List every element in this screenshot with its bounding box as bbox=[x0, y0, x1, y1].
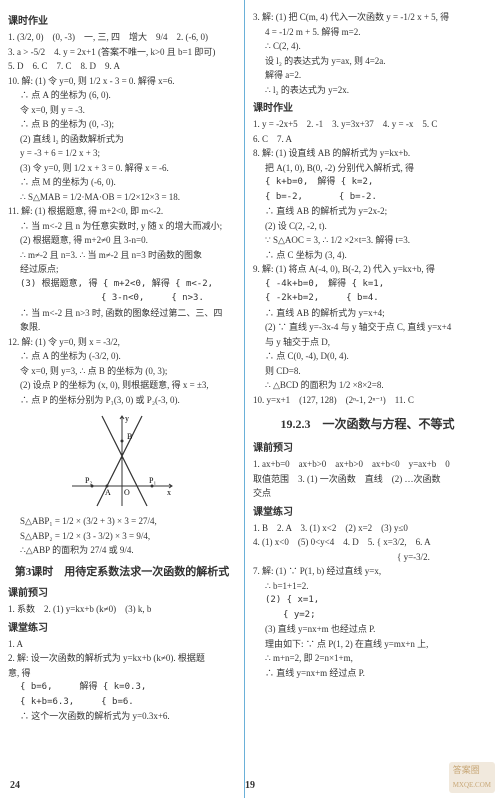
hw-title-left: 课时作业 bbox=[8, 14, 236, 29]
text-line: ∴ m+n=2, 即 2=n×1+m, bbox=[253, 652, 482, 666]
text-line: ∴ b=1+1=2. bbox=[253, 580, 482, 594]
text-line: { b=6, 解得 { k=0.3, bbox=[8, 681, 236, 695]
text-line: ∴ 点 P 的坐标分别为 P₁(3, 0) 或 P₂(-3, 0). bbox=[8, 394, 236, 408]
watermark-text1: 答案圈 bbox=[453, 765, 480, 775]
text-line: (3) 令 y=0, 则 1/2 x + 3 = 0. 解得 x = -6. bbox=[8, 162, 236, 176]
text-line: 1. ax+b=0 ax+b>0 ax+b>0 ax+b<0 y=ax+b 0 bbox=[253, 458, 482, 472]
text-line: 8. 解: (1) 设直线 AB 的解析式为 y=kx+b. bbox=[253, 147, 482, 161]
text-line: { y=-3/2. bbox=[253, 551, 482, 565]
text-line: ∴ 点 C(0, -4), D(0, 4). bbox=[253, 350, 482, 364]
text-line: 象限. bbox=[8, 321, 236, 335]
text-line: { 3-n<0, { n>3. bbox=[8, 292, 236, 306]
text-line: 3. 解: (1) 把 C(m, 4) 代入一次函数 y = -1/2 x + … bbox=[253, 11, 482, 25]
page-number-center: 19 bbox=[245, 778, 255, 793]
text-line: ∴ 直线 AB 的解析式为 y=2x-2; bbox=[253, 205, 482, 219]
svg-text:y: y bbox=[125, 414, 129, 423]
svg-text:x: x bbox=[167, 488, 171, 497]
text-line: { k+b=0, 解得 { k=2, bbox=[253, 176, 482, 190]
text-line: 7. 解: (1) ∵ P(1, b) 经过直线 y=x, bbox=[253, 565, 482, 579]
watermark: 答案圈 MXQE.COM bbox=[449, 762, 495, 793]
text-line: ∴ 点 B 的坐标为 (0, -3); bbox=[8, 118, 236, 132]
lesson3-title: 第3课时 用待定系数法求一次函数的解析式 bbox=[8, 564, 236, 581]
pre-title-right: 课前预习 bbox=[253, 441, 482, 456]
text-line: 解得 a=2. bbox=[253, 69, 482, 83]
text-line: 4 = -1/2 m + 5. 解得 m=2. bbox=[253, 26, 482, 40]
section-19-2-3-title: 19.2.3 一次函数与方程、不等式 bbox=[253, 415, 482, 433]
svg-text:B: B bbox=[127, 432, 132, 441]
text-line: ∴ 直线 AB 的解析式为 y=x+4; bbox=[253, 307, 482, 321]
text-line: { -2k+b=2, { b=4. bbox=[253, 292, 482, 306]
coordinate-graph: y B P₂ A O P₁ x bbox=[67, 411, 177, 511]
text-line: 10. y=x+1 (127, 128) (2ⁿ-1, 2ⁿ⁻¹) 11. C bbox=[253, 394, 482, 408]
text-line: ∴ 点 M 的坐标为 (-6, 0). bbox=[8, 176, 236, 190]
text-line: ∴ m≠-2 且 n=3. ∴ 当 m≠-2 且 n=3 时函数的图象 bbox=[8, 249, 236, 263]
cls-title-right: 课堂练习 bbox=[253, 505, 482, 520]
text-line: ∴ 当 m<-2 且 n 为任意实数时, y 随 x 的增大而减小; bbox=[8, 220, 236, 234]
text-line: 1. 系数 2. (1) y=kx+b (k≠0) (3) k, b bbox=[8, 603, 236, 617]
text-line: ∴ 点 A 的坐标为 (6, 0). bbox=[8, 89, 236, 103]
page-number-left: 24 bbox=[10, 778, 20, 793]
text-line: 11. 解: (1) 根据题意, 得 m+2<0, 即 m<-2. bbox=[8, 205, 236, 219]
cls-title-left: 课堂练习 bbox=[8, 621, 236, 636]
text-line: 9. 解: (1) 将点 A(-4, 0), B(-2, 2) 代入 y=kx+… bbox=[253, 263, 482, 277]
text-line: ∴ 点 C 坐标为 (3, 4). bbox=[253, 249, 482, 263]
text-line: 设 l₂ 的表达式为 y=ax, 则 4=2a. bbox=[253, 55, 482, 69]
text-line: (2) 直线 l₂ 的函数解析式为 bbox=[8, 133, 236, 147]
text-line: ∴△ABP 的面积为 27/4 或 9/4. bbox=[8, 544, 236, 558]
svg-text:A: A bbox=[105, 488, 111, 497]
text-line: { b=-2, { b=-2. bbox=[253, 191, 482, 205]
text-line: S△ABP₁ = 1/2 × (3/2 + 3) × 3 = 27/4, bbox=[8, 515, 236, 529]
svg-text:P₂: P₂ bbox=[85, 476, 92, 485]
text-line: ∴ 直线 y=nx+m 经过点 P. bbox=[253, 667, 482, 681]
text-line: ∴ C(2, 4). bbox=[253, 40, 482, 54]
text-line: 6. C 7. A bbox=[253, 133, 482, 147]
svg-text:O: O bbox=[124, 488, 130, 497]
text-line: (2) 设点 P 的坐标为 (x, 0), 则根据题意, 得 x = ±3, bbox=[8, 379, 236, 393]
text-line: 则 CD=8. bbox=[253, 365, 482, 379]
watermark-text2: MXQE.COM bbox=[453, 781, 491, 789]
text-line: ∴ 点 A 的坐标为 (-3/2, 0). bbox=[8, 350, 236, 364]
text-line: y = -3 + 6 = 1/2 x + 3; bbox=[8, 147, 236, 161]
text-line: (2) { x=1, bbox=[253, 594, 482, 608]
text-line: 取值范围 3. (1) 一次函数 直线 (2) …次函数 bbox=[253, 473, 482, 487]
text-line: 1. A bbox=[8, 638, 236, 652]
text-line: 令 x=0, 则 y=3, ∴ 点 B 的坐标为 (0, 3); bbox=[8, 365, 236, 379]
text-line: 12. 解: (1) 令 y=0, 则 x = -3/2, bbox=[8, 336, 236, 350]
text-line: (3) 直线 y=nx+m 也经过点 P. bbox=[253, 623, 482, 637]
text-line: ∴ l₂ 的表达式为 y=2x. bbox=[253, 84, 482, 98]
text-line: 10. 解: (1) 令 y=0, 则 1/2 x - 3 = 0. 解得 x=… bbox=[8, 75, 236, 89]
text-line: ∴ △BCD 的面积为 1/2 ×8×2=8. bbox=[253, 379, 482, 393]
text-line: ∵ S△AOC = 3, ∴ 1/2 ×2×t=3. 解得 t=3. bbox=[253, 234, 482, 248]
text-line: (3) 根据题意, 得 { m+2<0, 解得 { m<-2, bbox=[8, 278, 236, 292]
text-line: ∴ 这个一次函数的解析式为 y=0.3x+6. bbox=[8, 710, 236, 724]
text-line: 把 A(1, 0), B(0, -2) 分别代入解析式, 得 bbox=[253, 162, 482, 176]
text-line: 2. 解: 设一次函数的解析式为 y=kx+b (k≠0). 根据题 bbox=[8, 652, 236, 666]
text-line: 3. a > -5/2 4. y = 2x+1 (答案不唯一, k>0 且 b=… bbox=[8, 46, 236, 60]
text-line: ∴ S△MAB = 1/2·MA·OB = 1/2×12×3 = 18. bbox=[8, 191, 236, 205]
text-line: 经过原点; bbox=[8, 263, 236, 277]
text-line: { y=2; bbox=[253, 609, 482, 623]
text-line: 与 y 轴交于点 D, bbox=[253, 336, 482, 350]
text-line: 意, 得 bbox=[8, 667, 236, 681]
text-line: 交点 bbox=[253, 487, 482, 501]
text-line: 1. B 2. A 3. (1) x<2 (2) x=2 (3) y≤0 bbox=[253, 522, 482, 536]
text-line: 1. (3/2, 0) (0, -3) 一, 三, 四 增大 9/4 2. (-… bbox=[8, 31, 236, 45]
hw-title-right: 课时作业 bbox=[253, 101, 482, 116]
text-line: (2) 根据题意, 得 m+2≠0 且 3-n=0. bbox=[8, 234, 236, 248]
svg-text:P₁: P₁ bbox=[149, 476, 156, 485]
text-line: (2) ∵ 直线 y=-3x-4 与 y 轴交于点 C, 直线 y=x+4 bbox=[253, 321, 482, 335]
text-line: 1. y = -2x+5 2. -1 3. y=3x+37 4. y = -x … bbox=[253, 118, 482, 132]
text-line: { k+b=6.3, { b=6. bbox=[8, 696, 236, 710]
pre-title-left: 课前预习 bbox=[8, 586, 236, 601]
text-line: 令 x=0, 则 y = -3. bbox=[8, 104, 236, 118]
text-line: 理由如下: ∵ 点 P(1, 2) 在直线 y=mx+n 上, bbox=[253, 638, 482, 652]
text-line: 4. (1) x<0 (5) 0<y<4 4. D 5. { x=3/2, 6.… bbox=[253, 536, 482, 550]
text-line: { -4k+b=0, 解得 { k=1, bbox=[253, 278, 482, 292]
text-line: 5. D 6. C 7. C 8. D 9. A bbox=[8, 60, 236, 74]
text-line: S△ABP₂ = 1/2 × (3 - 3/2) × 3 = 9/4, bbox=[8, 530, 236, 544]
text-line: (2) 设 C(2, -2, t). bbox=[253, 220, 482, 234]
text-line: ∴ 当 m<-2 且 n>3 时, 函数的图象经过第二、三、四 bbox=[8, 307, 236, 321]
